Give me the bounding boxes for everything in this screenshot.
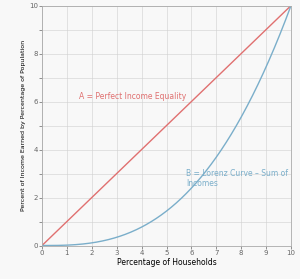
Y-axis label: Percent of Income Earned by Percentage of Population: Percent of Income Earned by Percentage o… — [21, 40, 26, 211]
Text: B = Lorenz Curve – Sum of
Incomes: B = Lorenz Curve – Sum of Incomes — [186, 169, 288, 188]
X-axis label: Percentage of Households: Percentage of Households — [117, 258, 216, 268]
Text: A = Perfect Income Equality: A = Perfect Income Equality — [80, 92, 187, 101]
